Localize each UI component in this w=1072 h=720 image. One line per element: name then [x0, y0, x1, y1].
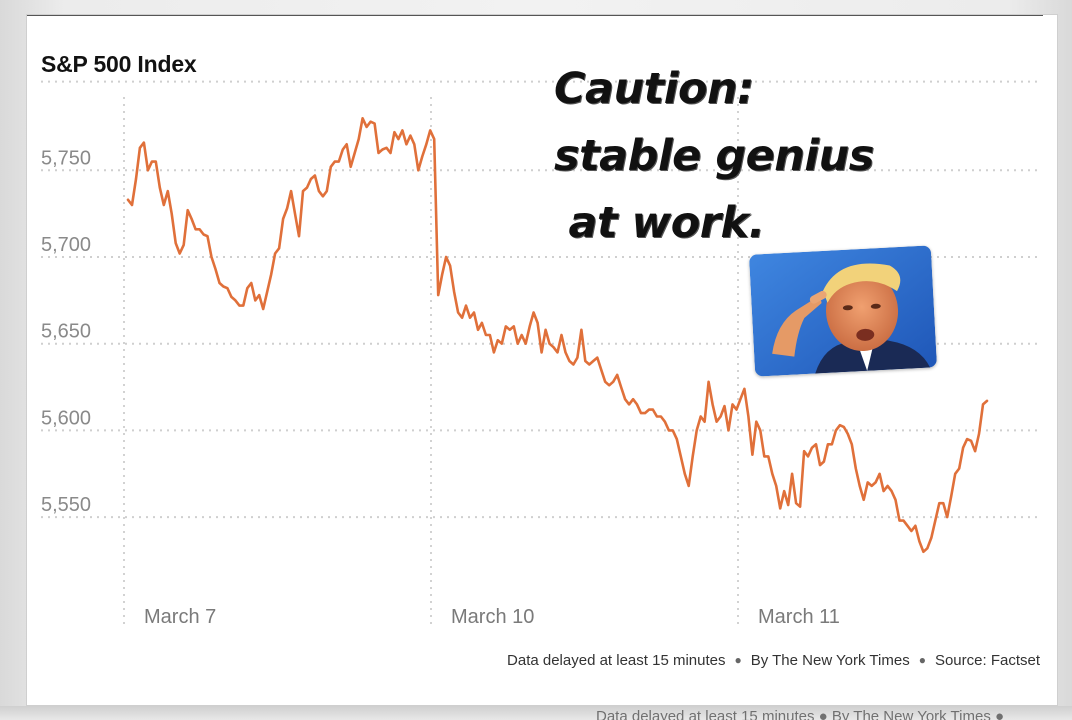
y-tick-label: 5,750: [41, 147, 91, 169]
separator-dot: ●: [918, 653, 926, 667]
screen-bottom-edge: Data delayed at least 15 minutes ● By Th…: [0, 706, 1072, 720]
reflected-footer-text: Data delayed at least 15 minutes ● By Th…: [596, 708, 1005, 720]
footer-source: Source: Factset: [934, 652, 1040, 669]
vertical-gridlines: [123, 97, 739, 627]
caption-line-3: at work.: [554, 198, 765, 248]
chart-footer: Data delayed at least 15 minutes ● By The …: [507, 652, 1040, 669]
y-tick-label: 5,650: [41, 321, 91, 343]
x-tick-label: March 10: [451, 606, 534, 628]
footer-delay-note: Data delayed at least 15 minutes: [507, 652, 726, 669]
x-axis-tick-labels: March 7 March 10 March 11: [144, 606, 840, 628]
y-tick-label: 5,700: [41, 234, 91, 256]
caption-line-1: Caution:: [554, 64, 754, 114]
y-tick-label: 5,550: [41, 494, 91, 516]
x-tick-label: March 11: [758, 606, 840, 628]
y-axis-tick-labels: 5,550 5,600 5,650 5,700 5,750: [41, 147, 91, 516]
man-pointing-at-head-photo: [748, 245, 938, 377]
meme-caption: Caution: stable genius at work.: [554, 56, 874, 257]
card-top-border: [27, 15, 1043, 16]
separator-dot: ●: [734, 653, 742, 667]
line-chart: 5,550 5,600 5,650 5,700 5,750 March 7 March 1…: [41, 80, 1041, 628]
caption-line-2: stable genius: [554, 131, 874, 181]
x-tick-label: March 7: [144, 606, 216, 628]
chart-title: S&P 500 Index: [41, 51, 197, 77]
footer-byline: By The New York Times: [750, 652, 910, 669]
y-tick-label: 5,600: [41, 407, 91, 429]
series-line: [126, 117, 989, 554]
